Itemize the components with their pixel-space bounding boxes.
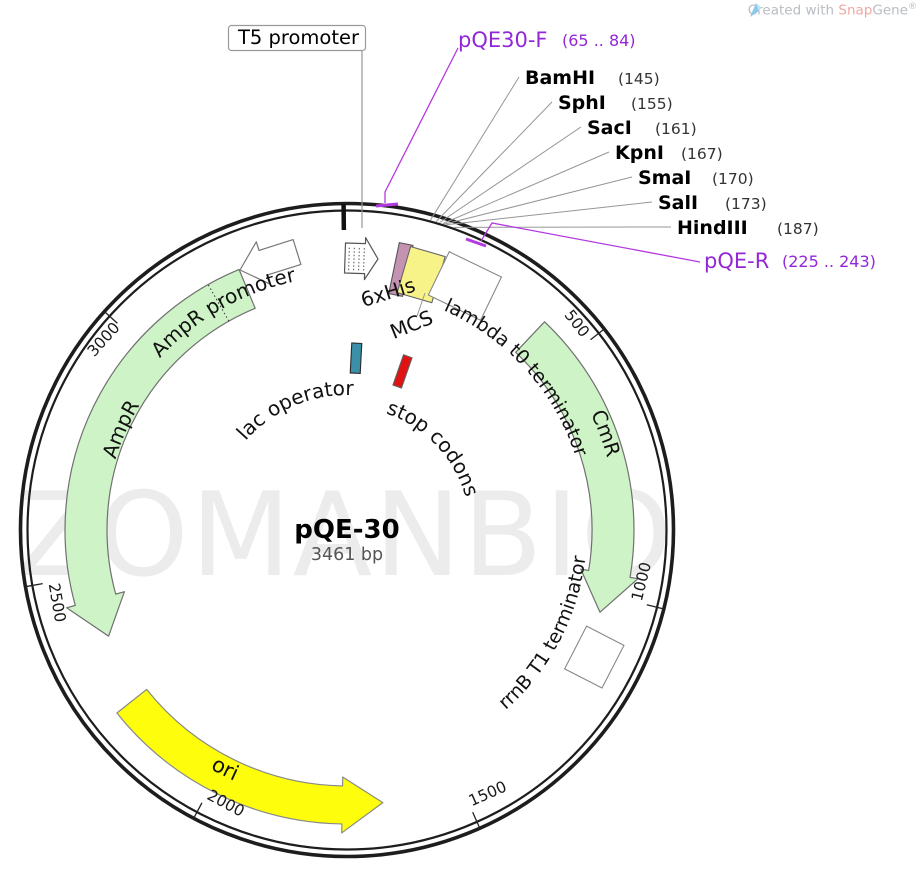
enzyme-pos-sphi: (155) [631, 95, 673, 113]
primer-label-pqe30-f: pQE30-F [458, 28, 548, 52]
primer-label-pqe-r: pQE-R [704, 249, 769, 273]
enzyme-leader-sphi [435, 101, 553, 222]
tick-1000 [646, 604, 663, 610]
feature-arc-ori [116, 688, 384, 834]
credit-brand-snap: Snap [838, 2, 873, 19]
tick-500 [590, 329, 604, 341]
feature-divider-ampr [207, 284, 230, 322]
credit-text: Created with SnapGene® [747, 2, 917, 19]
enzyme-pos-hindiii: (187) [777, 220, 819, 238]
feature-label-lac-operator: lac operator [231, 376, 354, 444]
enzyme-label-smai: SmaI [638, 167, 691, 189]
tick-3000 [105, 312, 118, 324]
tick-2000 [193, 802, 203, 818]
feature-box-lac-operator [349, 342, 363, 375]
t5-arrow-dotted-fill [358, 246, 360, 271]
enzyme-label-sali: SalI [658, 192, 698, 214]
feature-box-rrnb-t1 [563, 625, 625, 689]
t5-arrow-dotted-fill [353, 246, 355, 271]
plasmid-ring-inner [26, 209, 668, 851]
t5-promoter-label-box [227, 24, 367, 52]
enzyme-label-saci: SacI [587, 117, 632, 139]
enzyme-label-bamhi: BamHI [525, 67, 595, 89]
t5-promoter-arrow [343, 237, 379, 281]
primer-range-pqe-r: (225 .. 243) [782, 252, 876, 271]
enzyme-leader-smai [444, 176, 633, 225]
t5-arrow-dotted-fill [348, 246, 350, 271]
watermark-text: ZOMANBIO [16, 468, 674, 603]
enzyme-label-sphi: SphI [558, 92, 606, 114]
plasmid-size: 3461 bp [311, 545, 383, 565]
enzyme-pos-kpni: (167) [681, 145, 723, 163]
plasmid-ring-outer [18, 201, 676, 859]
mcs-leader-line [416, 292, 426, 317]
primer-tick-pqe-r [465, 237, 487, 248]
t5-promoter-callout: T5 promoter [227, 24, 367, 228]
tick-label-1500: 1500 [466, 778, 509, 810]
enzyme-leader-sali [446, 201, 653, 226]
feature-arc-cmr [515, 321, 639, 613]
tick-2500 [26, 583, 43, 588]
credit-brand-gene: Gene [872, 2, 908, 19]
enzyme-label-hindiii: HindIII [677, 217, 748, 239]
snapgene-credit: Created with SnapGene® [748, 2, 917, 19]
enzyme-leader-saci [439, 126, 582, 224]
enzyme-pos-saci: (161) [655, 120, 697, 138]
snapgene-logo-icon [749, 3, 761, 17]
feature-arc-ampr [64, 268, 256, 637]
enzyme-pos-sali: (173) [725, 195, 767, 213]
t5-arrow-dotted-fill [363, 246, 365, 271]
primer-range-pqe30-f: (65 .. 84) [562, 31, 636, 50]
feature-label-text-lac-operator: lac operator [231, 376, 354, 444]
primer-tick-pqe30-f [375, 202, 399, 208]
primer-line-pqe30-f [384, 47, 459, 203]
enzyme-pos-smai: (170) [712, 170, 754, 188]
enzyme-pos-bamhi: (145) [618, 70, 660, 88]
primer-line-pqe-r [480, 222, 701, 263]
feature-box-stop-codons [392, 354, 413, 389]
enzyme-leader-kpni [442, 151, 610, 225]
feature-label-6xhis: 6xHis [358, 273, 418, 312]
feature-label-mcs: MCS [387, 305, 437, 344]
enzyme-label-kpni: KpnI [615, 142, 664, 164]
tick-1500 [472, 812, 480, 828]
ampr-promoter-arrow [239, 239, 302, 285]
plasmid-name: pQE-30 [294, 515, 399, 545]
feature-box-lambda-t0 [427, 251, 503, 321]
registered-mark: ® [908, 2, 917, 12]
enzyme-leader-bamhi [430, 76, 520, 221]
t5-promoter-label: T5 promoter [237, 26, 360, 49]
